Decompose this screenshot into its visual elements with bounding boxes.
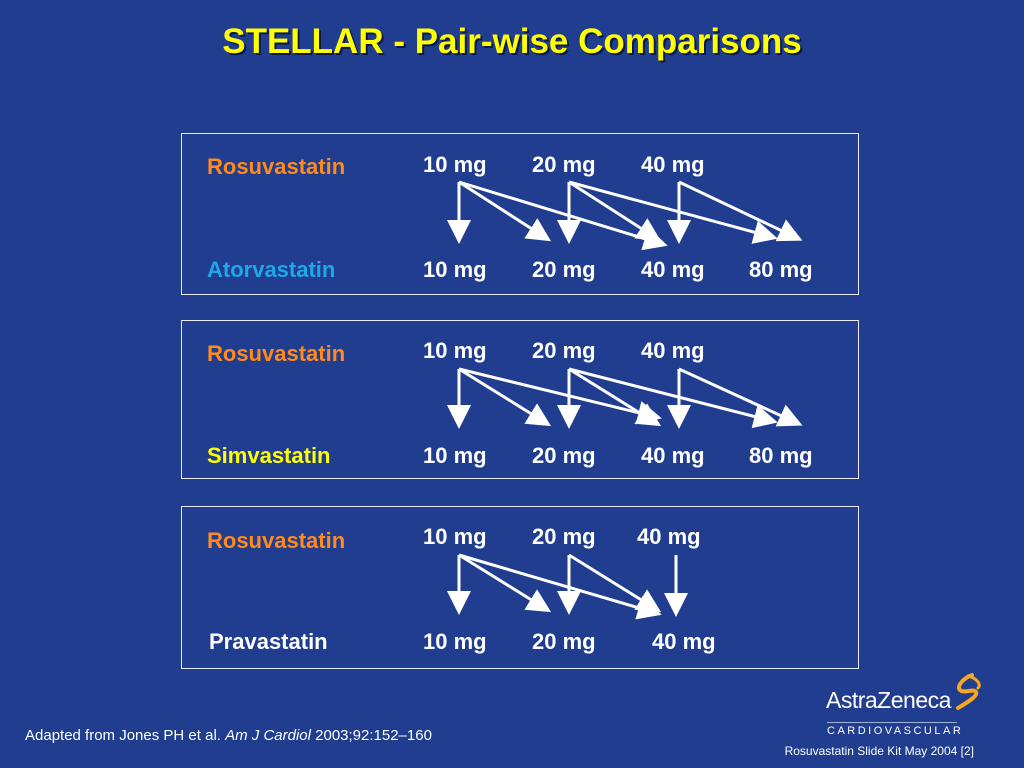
top-dose: 40 mg	[641, 338, 705, 363]
astrazeneca-logo-icon	[956, 673, 981, 710]
company-logo-name: AstraZeneca	[826, 687, 951, 713]
top-dose: 10 mg	[423, 524, 487, 549]
bottom-dose: 20 mg	[532, 257, 596, 282]
bottom-drug-label: Atorvastatin	[207, 257, 336, 282]
comparison-arrows	[447, 367, 803, 429]
citation-journal: Am J Cardiol	[225, 727, 311, 744]
company-logo-division: CARDIOVASCULAR	[827, 722, 961, 737]
bottom-dose: 20 mg	[532, 443, 596, 468]
top-dose: 20 mg	[532, 338, 596, 363]
bottom-dose: 20 mg	[532, 629, 596, 654]
comparison-arrows	[447, 553, 688, 620]
bottom-dose: 80 mg	[749, 443, 813, 468]
citation-prefix: Adapted from Jones PH et al.	[25, 727, 226, 744]
slide-kit-label: Rosuvastatin Slide Kit May 2004 [2]	[784, 744, 974, 758]
bottom-dose: 40 mg	[641, 257, 705, 282]
top-drug-label: Rosuvastatin	[207, 528, 346, 553]
comparison-panel-atorvastatin: Rosuvastatin 10 mg 20 mg 40 mg Atorvasta…	[181, 133, 859, 295]
bottom-drug-label: Simvastatin	[207, 443, 331, 468]
bottom-dose: 40 mg	[641, 443, 705, 468]
bottom-dose: 10 mg	[423, 443, 487, 468]
bottom-dose: 40 mg	[652, 629, 716, 654]
bottom-dose: 80 mg	[749, 257, 813, 282]
citation: Adapted from Jones PH et al. Am J Cardio…	[25, 727, 432, 744]
top-drug-label: Rosuvastatin	[207, 154, 346, 179]
top-drug-label: Rosuvastatin	[207, 341, 346, 366]
citation-suffix: 2003;92:152–160	[310, 727, 432, 744]
top-dose: 20 mg	[532, 152, 596, 177]
top-dose: 20 mg	[532, 524, 596, 549]
comparison-panel-pravastatin: Rosuvastatin 10 mg 20 mg 40 mg Pravastat…	[181, 506, 859, 669]
comparison-panel-simvastatin: Rosuvastatin 10 mg 20 mg 40 mg Simvastat…	[181, 320, 859, 479]
comparison-arrows	[447, 180, 803, 251]
top-dose: 10 mg	[423, 338, 487, 363]
bottom-dose: 10 mg	[423, 257, 487, 282]
bottom-drug-label: Pravastatin	[209, 629, 328, 654]
top-dose: 40 mg	[641, 152, 705, 177]
top-dose: 10 mg	[423, 152, 487, 177]
top-dose: 40 mg	[637, 524, 701, 549]
bottom-dose: 10 mg	[423, 629, 487, 654]
slide-title: STELLAR - Pair-wise Comparisons	[222, 22, 802, 61]
